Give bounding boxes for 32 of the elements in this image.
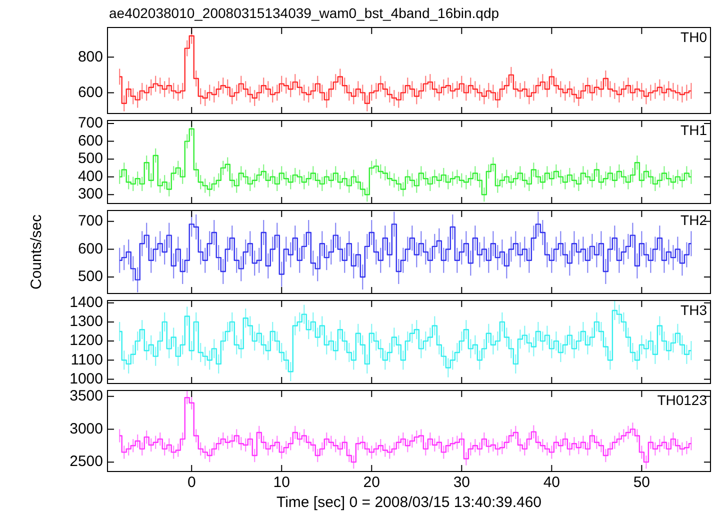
x-tick-label: 50 [633,474,650,492]
annotation: TH0 [680,28,708,45]
y-tick-label: 1100 [70,351,103,368]
y-tick-label: 3000 [70,420,103,438]
x-tick-label: 40 [543,474,560,492]
x-tick-label: 0 [187,474,196,492]
y-tick-label: 2500 [70,453,103,470]
y-tick-label: 800 [78,48,103,66]
y-tick-label: 700 [78,114,103,132]
y-tick-label: 500 [78,150,103,168]
x-tick-label: 30 [453,474,470,492]
annotation: TH1 [680,122,708,138]
x-tick-label: 20 [363,474,380,492]
y-tick-label: 1300 [70,313,103,330]
annotation: TH3 [680,302,708,318]
y-tick-label: 1000 [70,370,103,388]
y-tick-label: 700 [78,212,103,230]
y-tick-label: 600 [78,240,103,258]
y-tick-label: 500 [78,268,103,286]
y-tick-label: 300 [78,186,103,203]
annotation: TH2 [680,212,708,228]
y-tick-label: 400 [78,168,103,185]
chart-title: ae402038010_20080315134039_wam0_bst_4band_16bin.qdp [109,4,500,21]
y-tick-label: 1200 [70,332,103,350]
y-axis-title: Counts/sec [28,214,46,290]
y-tick-label: 600 [78,132,103,150]
x-axis-title: Time [sec] 0 = 2008/03/15 13:40:39.460 [276,494,542,512]
y-tick-label: 3500 [70,387,103,404]
y-tick-label: 600 [78,84,103,101]
annotation: TH0123 [657,392,708,408]
x-tick-label: 10 [273,474,290,492]
y-tick-label: 1400 [70,294,103,312]
